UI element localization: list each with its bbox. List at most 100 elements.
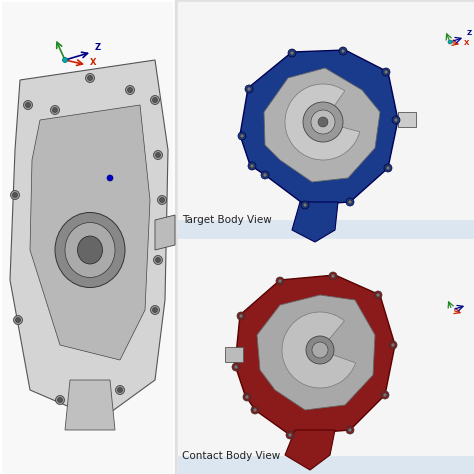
Ellipse shape (16, 318, 20, 322)
Ellipse shape (55, 212, 125, 288)
Ellipse shape (239, 314, 243, 318)
Ellipse shape (311, 110, 335, 134)
Ellipse shape (155, 257, 161, 263)
Ellipse shape (348, 200, 352, 204)
Ellipse shape (232, 363, 240, 371)
Ellipse shape (154, 255, 163, 264)
Bar (178, 456, 474, 474)
Polygon shape (235, 275, 395, 435)
Ellipse shape (55, 395, 64, 404)
Ellipse shape (331, 274, 335, 278)
Ellipse shape (13, 316, 22, 325)
Ellipse shape (250, 164, 254, 168)
Ellipse shape (240, 134, 244, 138)
Polygon shape (240, 50, 398, 205)
Bar (398, 112, 416, 127)
Bar (225, 347, 243, 362)
Bar (0, 0, 175, 474)
Ellipse shape (128, 88, 133, 92)
Ellipse shape (118, 388, 122, 392)
Ellipse shape (63, 57, 67, 63)
Ellipse shape (238, 132, 246, 140)
Ellipse shape (391, 343, 395, 347)
Ellipse shape (290, 51, 294, 55)
Ellipse shape (382, 68, 390, 76)
Bar (178, 2, 474, 235)
Ellipse shape (381, 391, 389, 399)
Ellipse shape (318, 117, 328, 127)
Polygon shape (257, 295, 375, 410)
Ellipse shape (392, 116, 400, 124)
Polygon shape (292, 202, 338, 242)
Ellipse shape (57, 398, 63, 402)
Ellipse shape (383, 393, 387, 397)
Ellipse shape (312, 342, 328, 358)
Ellipse shape (286, 431, 294, 439)
Polygon shape (65, 380, 115, 430)
Ellipse shape (153, 308, 157, 312)
Polygon shape (30, 105, 150, 360)
Ellipse shape (51, 106, 60, 115)
Ellipse shape (243, 393, 251, 401)
Ellipse shape (288, 49, 296, 57)
Ellipse shape (301, 201, 309, 209)
Text: X: X (90, 58, 97, 67)
Text: Contact Body View: Contact Body View (182, 451, 280, 461)
Polygon shape (155, 215, 175, 250)
Ellipse shape (155, 153, 161, 157)
Bar (178, 220, 474, 238)
Ellipse shape (394, 118, 398, 122)
Ellipse shape (253, 408, 257, 412)
Ellipse shape (237, 312, 245, 320)
Bar (2, 2, 172, 472)
Ellipse shape (85, 73, 94, 82)
Ellipse shape (248, 162, 256, 170)
Ellipse shape (263, 173, 267, 177)
Ellipse shape (341, 49, 345, 53)
Wedge shape (282, 312, 356, 388)
Ellipse shape (78, 236, 102, 264)
Ellipse shape (278, 279, 282, 283)
Ellipse shape (157, 195, 166, 204)
Bar (178, 238, 474, 472)
Ellipse shape (384, 70, 388, 74)
Ellipse shape (26, 102, 30, 108)
Text: Target Body View: Target Body View (182, 215, 272, 225)
Ellipse shape (12, 192, 18, 198)
Ellipse shape (303, 203, 307, 207)
Ellipse shape (346, 426, 354, 434)
Text: Z: Z (95, 43, 101, 52)
Ellipse shape (116, 385, 125, 394)
Ellipse shape (245, 395, 249, 399)
Ellipse shape (154, 151, 163, 159)
Ellipse shape (374, 291, 382, 299)
Bar (175, 0, 474, 474)
Ellipse shape (24, 100, 33, 109)
Ellipse shape (234, 365, 238, 369)
Ellipse shape (159, 198, 164, 202)
Polygon shape (10, 60, 168, 420)
Polygon shape (264, 68, 380, 182)
Ellipse shape (348, 428, 352, 432)
Ellipse shape (245, 85, 253, 93)
Ellipse shape (247, 87, 251, 91)
Ellipse shape (346, 198, 354, 206)
Ellipse shape (288, 433, 292, 437)
Ellipse shape (389, 341, 397, 349)
Ellipse shape (107, 175, 113, 181)
Ellipse shape (329, 272, 337, 280)
Ellipse shape (126, 85, 135, 94)
Ellipse shape (448, 40, 452, 44)
Ellipse shape (251, 406, 259, 414)
Ellipse shape (276, 277, 284, 285)
Wedge shape (285, 84, 360, 160)
Text: X: X (464, 40, 469, 46)
Ellipse shape (151, 306, 159, 315)
Ellipse shape (303, 102, 343, 142)
Text: Z: Z (467, 30, 472, 36)
Ellipse shape (53, 108, 57, 112)
Ellipse shape (339, 47, 347, 55)
Ellipse shape (10, 191, 19, 200)
Ellipse shape (153, 98, 157, 102)
Ellipse shape (384, 164, 392, 172)
